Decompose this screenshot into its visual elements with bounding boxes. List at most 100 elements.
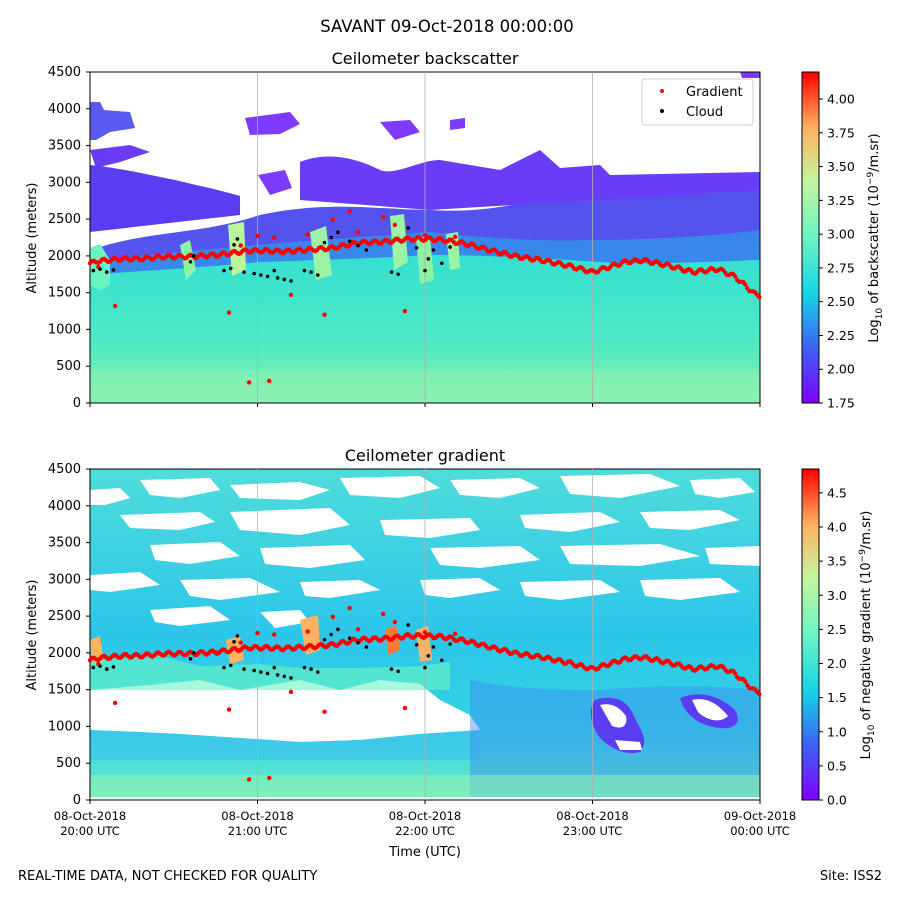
gradient-point <box>112 700 118 706</box>
y-tick-label: 4500 <box>48 462 81 477</box>
x-tick-label-time: 00:00 UTC <box>730 824 790 838</box>
y-tick-label: 0 <box>73 793 81 808</box>
colorbar-tick-label: 1.75 <box>827 396 855 411</box>
cloud-point <box>396 669 401 674</box>
gradient-point <box>288 292 294 298</box>
gradient-point <box>322 312 327 317</box>
colorbar-tick-label: 3.0 <box>827 588 847 603</box>
cloud-point <box>389 270 394 274</box>
cloud-point <box>242 667 246 671</box>
y-tick-label: 500 <box>56 756 81 771</box>
gradient-ylabel: Altitude (meters) <box>25 580 40 691</box>
cloud-point <box>188 259 193 264</box>
cloud-point <box>406 623 411 627</box>
colorbar-tick-label: 2.0 <box>827 656 847 671</box>
y-tick-label: 3000 <box>48 572 81 587</box>
backscatter-x-ticks <box>89 403 761 407</box>
legend-cloud-marker <box>660 109 664 113</box>
y-tick-label: 3500 <box>48 139 81 154</box>
cloud-point <box>104 270 109 274</box>
gradient-point <box>255 630 260 636</box>
colorbar-tick-label: 1.0 <box>827 724 847 739</box>
gradient-point <box>402 308 408 314</box>
cloud-point <box>275 673 280 677</box>
cloud-point <box>252 668 256 673</box>
cloud-point <box>316 273 320 277</box>
cloud-point <box>302 268 307 273</box>
gradient-point <box>267 378 272 384</box>
cloud-point <box>192 651 196 655</box>
cloud-point <box>91 268 96 273</box>
cloud-point <box>329 235 334 240</box>
cloud-point <box>222 268 226 273</box>
cloud-point <box>228 663 233 668</box>
cloud-point <box>282 277 287 282</box>
cloud-point <box>275 276 280 280</box>
cloud-point <box>426 257 431 261</box>
colorbar-tick-label: 2.50 <box>827 294 855 309</box>
cloud-point <box>431 645 436 649</box>
gradient-point <box>355 230 361 235</box>
cloud-point <box>272 665 277 670</box>
gradient-point <box>305 629 310 634</box>
gradient-point <box>288 689 294 695</box>
cloud-point <box>423 665 427 670</box>
gradient-point <box>305 232 310 237</box>
footer-site: Site: ISS2 <box>819 869 882 884</box>
y-tick-label: 1500 <box>48 286 81 301</box>
cloud-point <box>265 274 270 279</box>
y-tick-label: 4000 <box>48 499 81 514</box>
backscatter-markers <box>87 208 762 385</box>
colorbar-tick-label: 2.00 <box>827 362 855 377</box>
gradient-point <box>355 627 361 632</box>
cloud-point <box>104 667 109 671</box>
cloud-point <box>235 634 240 638</box>
cloud-point <box>272 268 277 273</box>
gradient-point <box>452 234 458 239</box>
gradient-point <box>238 243 243 248</box>
gradient-point <box>255 233 260 239</box>
y-tick-label: 1000 <box>48 322 81 337</box>
gradient-title: Ceilometer gradient <box>345 446 505 465</box>
x-tick-label-date: 09-Oct-2018 <box>724 809 796 823</box>
cloud-point <box>282 674 287 679</box>
cloud-point <box>252 271 256 276</box>
colorbar-tick-label: 2.75 <box>827 260 855 275</box>
cloud-point <box>111 268 116 272</box>
gradient-xlabel: Time (UTC) <box>388 845 461 860</box>
cloud-point <box>329 632 334 637</box>
gradient-point <box>452 631 458 636</box>
cloud-point <box>289 279 293 283</box>
cloud-point <box>98 267 102 271</box>
y-tick-label: 2000 <box>48 249 81 264</box>
x-tick-label-time: 22:00 UTC <box>395 824 455 838</box>
cloud-point <box>91 665 96 670</box>
gradient-point <box>380 214 386 220</box>
x-tick-label-date: 08-Oct-2018 <box>556 809 628 823</box>
gradient-point <box>422 233 428 238</box>
gradient-point <box>213 649 218 655</box>
gradient-point <box>733 274 738 279</box>
gradient-colorbar: 0.0 0.5 1.0 1.5 2.0 2.5 3.0 3.5 4.0 4.5 Log10 of … <box>801 468 877 808</box>
gradient-point <box>347 208 352 214</box>
colorbar-tick-label: 3.25 <box>827 193 855 208</box>
y-tick-label: 2500 <box>48 609 81 624</box>
colorbar-tick-label: 4.00 <box>827 92 855 107</box>
colorbar-tick-label: 4.5 <box>827 485 847 500</box>
cloud-point <box>356 640 360 645</box>
gradient-point <box>330 614 336 620</box>
cloud-point <box>336 627 340 632</box>
cloud-point <box>356 243 360 248</box>
cloud-point <box>309 667 313 671</box>
gradient-point <box>267 775 272 781</box>
cloud-point <box>414 642 419 647</box>
x-tick-label-date: 08-Oct-2018 <box>389 809 461 823</box>
cloud-point <box>448 642 452 646</box>
cloud-point <box>426 654 431 658</box>
gradient-point <box>246 777 252 782</box>
cloud-point <box>396 272 401 277</box>
gradient-point <box>226 310 232 315</box>
cloud-point <box>322 637 327 642</box>
colorbar-tick-label: 3.5 <box>827 554 847 569</box>
